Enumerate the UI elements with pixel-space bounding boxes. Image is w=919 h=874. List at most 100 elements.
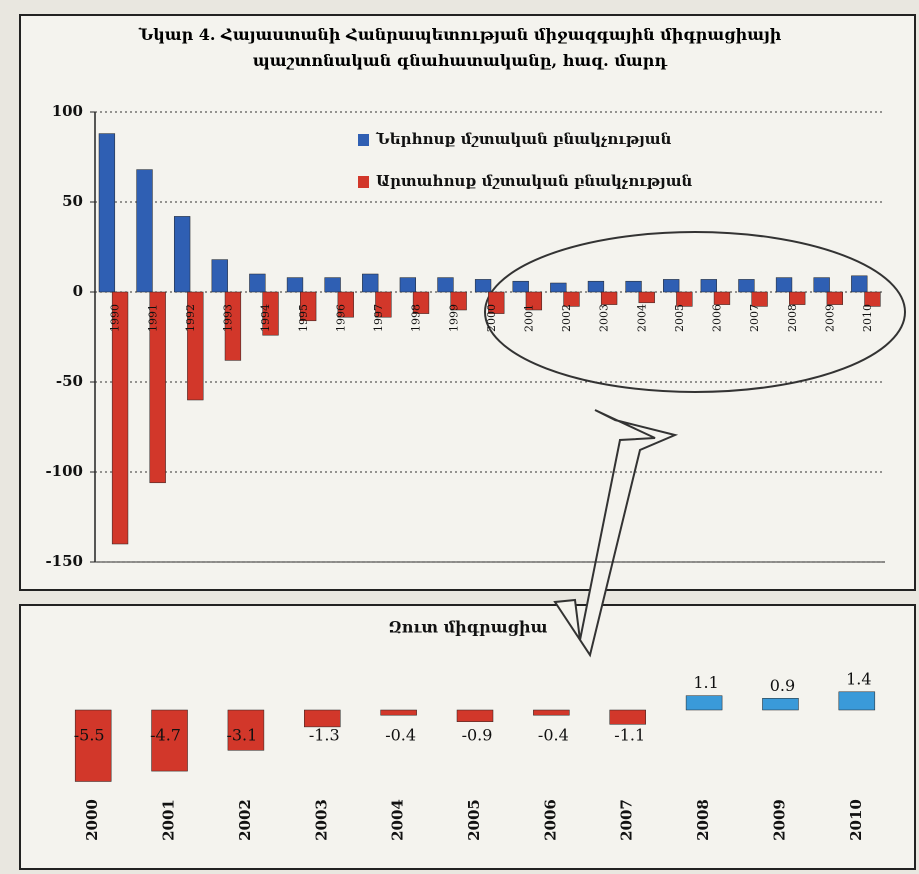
bar: [600, 291, 618, 305]
bar: [826, 291, 843, 305]
bar: [187, 291, 204, 401]
y-tick-label: -150: [45, 552, 83, 570]
y-tick-label: -100: [45, 462, 83, 480]
bar: [173, 216, 191, 293]
bar: [399, 277, 417, 293]
x-tick-label: 1995: [297, 304, 310, 332]
value-label: -0.4: [385, 726, 416, 745]
x-tick-label: 2000: [485, 304, 498, 332]
bar: [286, 277, 304, 293]
bar: [609, 709, 646, 725]
x-tick-label: 2009: [823, 304, 836, 332]
bar: [851, 275, 868, 293]
x-tick-label: 2002: [560, 304, 573, 332]
bar: [380, 709, 417, 716]
bar: [685, 695, 723, 711]
bar: [149, 291, 166, 484]
x-tick-label: 2007: [618, 799, 636, 841]
bar: [738, 279, 755, 293]
bar: [813, 277, 830, 293]
legend-label: Արտահոսք մշտական բնակչության: [376, 172, 693, 190]
x-tick-label: 2008: [694, 799, 712, 841]
bar: [474, 279, 492, 293]
x-tick-label: 1994: [259, 304, 272, 332]
x-tick-label: 2001: [160, 799, 178, 841]
bar: [136, 169, 153, 293]
x-tick-label: 2003: [312, 799, 330, 841]
x-tick-label: 1990: [109, 304, 122, 332]
inset-title: Զուտ միգրացիա: [389, 618, 548, 637]
bar: [587, 280, 605, 293]
x-tick-label: 2004: [389, 799, 407, 841]
bar: [249, 273, 266, 293]
bar: [98, 133, 116, 293]
value-label: 0.9: [770, 676, 795, 695]
bar: [775, 277, 793, 293]
y-tick-label: 100: [52, 102, 83, 120]
y-tick-label: -50: [56, 372, 83, 390]
x-tick-label: 2001: [523, 304, 536, 332]
bar: [700, 279, 717, 293]
legend-swatch: [358, 176, 369, 188]
bar: [300, 291, 317, 322]
x-tick-label: 2003: [598, 304, 611, 332]
bar: [751, 291, 768, 307]
x-tick-label: 2010: [847, 799, 865, 841]
x-tick-label: 2005: [465, 799, 483, 841]
bar: [450, 291, 467, 311]
bar: [227, 709, 265, 751]
bar: [713, 291, 731, 305]
x-tick-label: 2007: [748, 304, 761, 332]
x-tick-label: 1999: [447, 304, 460, 332]
x-tick-label: 2008: [786, 304, 799, 332]
bar: [74, 709, 112, 782]
y-tick-label: 0: [73, 282, 83, 300]
x-tick-label: 1991: [146, 304, 159, 332]
bar: [111, 291, 129, 545]
bar: [211, 259, 228, 293]
x-tick-label: 2010: [861, 304, 874, 332]
title-box: Նկար 4. Հայաստանի Հանրապետության միջազգա…: [138, 25, 782, 70]
legend-swatch: [358, 134, 369, 146]
value-label: -1.1: [614, 726, 645, 745]
bar: [676, 291, 693, 307]
value-label: -0.4: [538, 726, 569, 745]
bar: [563, 291, 580, 307]
bar: [663, 279, 680, 293]
bar: [512, 280, 529, 293]
y-tick-label: 50: [62, 192, 83, 210]
bar: [224, 291, 242, 361]
x-tick-label: 2009: [770, 799, 788, 841]
bar: [625, 280, 642, 293]
bar: [488, 291, 505, 314]
x-tick-label: 2000: [83, 799, 101, 841]
x-tick-label: 2005: [673, 304, 686, 332]
bar: [533, 709, 570, 716]
bar: [262, 291, 279, 336]
bar: [525, 291, 543, 311]
x-tick-label: 2006: [711, 304, 724, 332]
bar: [412, 291, 430, 314]
bar: [638, 291, 655, 304]
bar: [838, 691, 876, 711]
chart-title: Նկար 4. Հայաստանի Հանրապետության միջազգա…: [138, 25, 782, 70]
value-label: 1.1: [693, 673, 718, 692]
bar: [304, 709, 341, 728]
value-label: 1.4: [846, 669, 871, 688]
value-label: -4.7: [150, 726, 181, 745]
x-tick-label: 1997: [372, 304, 385, 332]
bar: [151, 709, 188, 772]
value-label: -1.3: [309, 726, 340, 745]
bar: [789, 291, 806, 305]
legend-label: Ներհոսք մշտական բնակչության: [375, 130, 672, 148]
bar: [324, 277, 341, 293]
bar: [337, 291, 354, 318]
bar: [437, 277, 454, 293]
x-tick-label: 1996: [334, 304, 347, 332]
highlight-ellipse: [484, 231, 906, 393]
bar: [362, 273, 379, 293]
x-tick-label: 1998: [410, 304, 423, 332]
bar: [762, 698, 799, 711]
x-tick-label: 2006: [541, 799, 559, 841]
